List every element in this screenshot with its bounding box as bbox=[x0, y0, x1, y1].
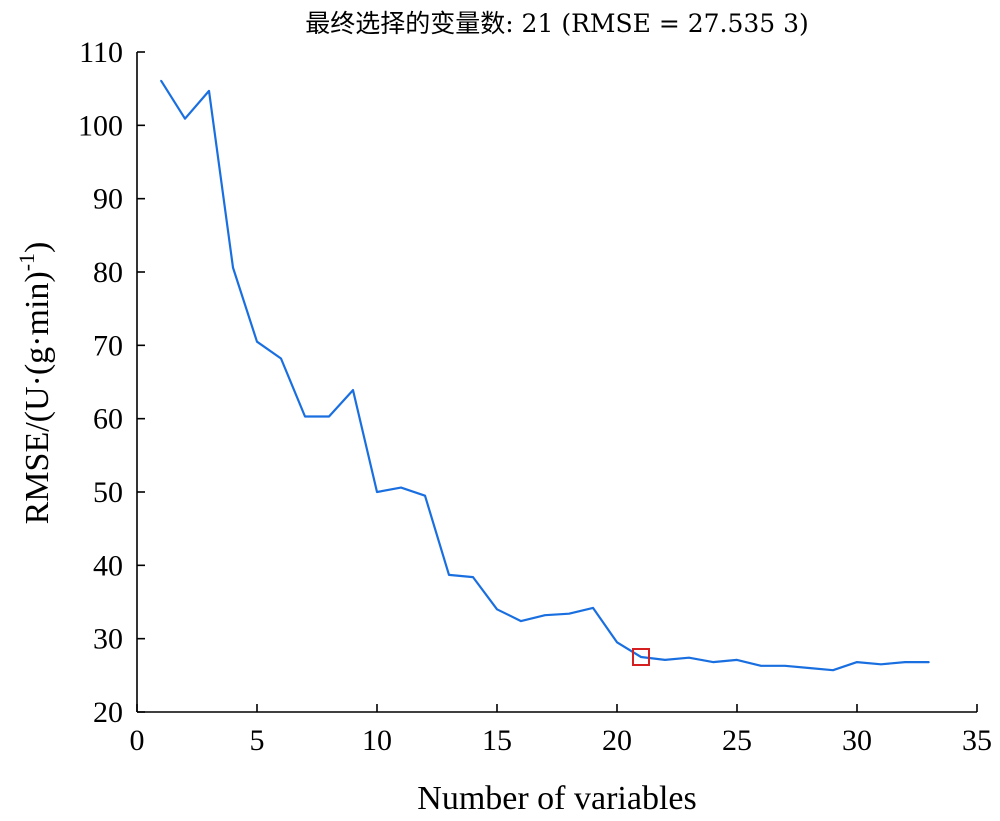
data-point bbox=[496, 608, 498, 611]
axes bbox=[136, 52, 977, 713]
data-point bbox=[808, 667, 810, 669]
y-tick-label: 80 bbox=[93, 256, 123, 289]
y-tick-label: 110 bbox=[79, 36, 123, 69]
data-point bbox=[640, 656, 642, 658]
y-tick-label: 90 bbox=[93, 183, 123, 216]
data-point bbox=[688, 656, 690, 659]
y-tick-label: 40 bbox=[93, 549, 123, 582]
x-tick-label: 20 bbox=[602, 724, 632, 757]
y-tick-label: 50 bbox=[93, 476, 123, 509]
data-point bbox=[928, 661, 930, 663]
y-tick-label: 70 bbox=[93, 329, 123, 362]
marks bbox=[632, 648, 650, 666]
data-point bbox=[520, 620, 522, 622]
data-point bbox=[856, 661, 858, 663]
data-point bbox=[664, 659, 666, 661]
y-tick-label: 60 bbox=[93, 403, 123, 436]
y-tick-label: 30 bbox=[93, 623, 123, 656]
svg-text:RMSE/(U·(g·min)-1): RMSE/(U·(g·min)-1) bbox=[14, 242, 56, 525]
ticks: 0 5 10 15 20 25 30 35 20 30 40 50 60 70 80 90 100 110 bbox=[78, 36, 992, 757]
y-tick-label: 100 bbox=[78, 109, 123, 142]
data-point bbox=[424, 494, 426, 497]
x-tick-label: 5 bbox=[250, 724, 265, 757]
data-point bbox=[784, 665, 786, 667]
data-point bbox=[760, 665, 762, 667]
selected-point-marker bbox=[632, 648, 650, 666]
y-axis-label-superscript: -1 bbox=[14, 253, 39, 271]
data-point bbox=[208, 90, 210, 92]
x-tick-label: 0 bbox=[130, 724, 145, 757]
data-point bbox=[256, 340, 258, 343]
data-point bbox=[304, 415, 306, 418]
data-point bbox=[736, 659, 738, 661]
y-axis-label: RMSE/(U·(g·min)-1) bbox=[14, 242, 56, 525]
data-point bbox=[880, 663, 882, 666]
y-axis-label-main: RMSE/(U·(g·min) bbox=[19, 271, 56, 524]
y-tick-label: 20 bbox=[93, 696, 123, 729]
data-point bbox=[352, 389, 354, 391]
x-tick-label: 25 bbox=[722, 724, 752, 757]
x-tick-label: 10 bbox=[362, 724, 392, 757]
data-point bbox=[376, 491, 378, 493]
x-tick-label: 30 bbox=[842, 724, 872, 757]
x-tick-label: 15 bbox=[482, 724, 512, 757]
data-point bbox=[592, 607, 594, 609]
x-axis-label: Number of variables bbox=[417, 780, 696, 817]
data-point bbox=[616, 641, 618, 644]
data-point bbox=[448, 574, 450, 576]
rmse-series-line bbox=[160, 80, 929, 672]
data-point bbox=[472, 576, 474, 578]
data-point bbox=[160, 79, 162, 82]
data-point bbox=[832, 669, 834, 671]
data-point bbox=[904, 661, 906, 663]
x-tick-label: 35 bbox=[962, 724, 992, 757]
data-point bbox=[568, 612, 570, 615]
data-point bbox=[232, 266, 234, 269]
data-point bbox=[328, 415, 330, 418]
data-point bbox=[712, 661, 714, 663]
data-point bbox=[184, 117, 186, 120]
data-point bbox=[280, 357, 282, 360]
chart-title: 最终选择的变量数: 21 (RMSE = 27.535 3) bbox=[305, 9, 809, 38]
data-point bbox=[544, 614, 546, 616]
y-axis-label-close: ) bbox=[19, 242, 56, 253]
data-point bbox=[400, 486, 402, 489]
series-group bbox=[160, 79, 930, 672]
